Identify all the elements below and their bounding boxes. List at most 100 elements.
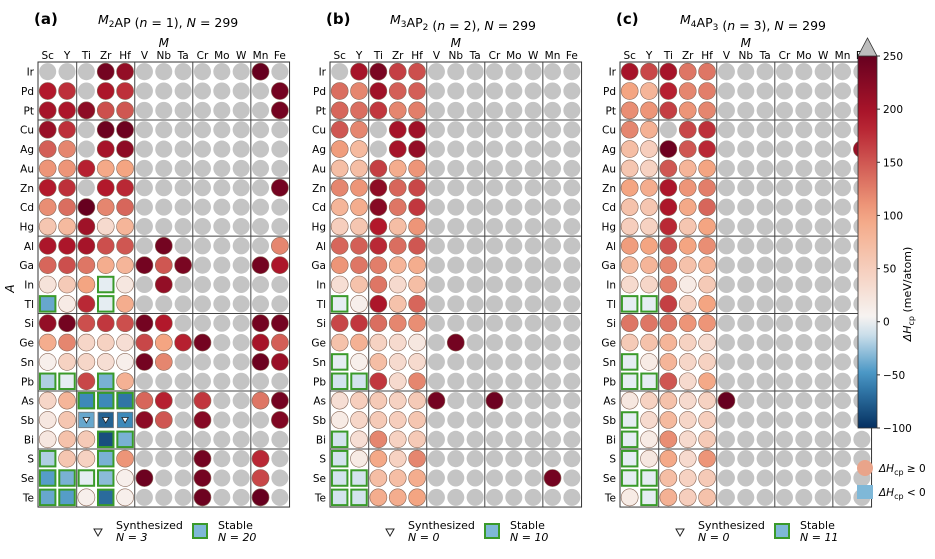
cell-value — [154, 353, 173, 371]
row-label: Ga — [601, 260, 616, 272]
cell-missing — [795, 237, 813, 255]
cell-value — [174, 333, 192, 352]
cell-value — [116, 159, 134, 178]
stable-legend-label: Stable — [800, 519, 835, 532]
cell-value — [77, 314, 96, 333]
cell-value — [698, 488, 716, 507]
cell-value — [446, 333, 465, 352]
cell-value — [77, 101, 96, 120]
cell-value — [38, 217, 57, 236]
cell-stable — [640, 469, 658, 487]
cell-missing — [447, 121, 465, 139]
cell-missing — [135, 450, 153, 468]
cell-missing — [544, 63, 562, 81]
cell-missing — [834, 256, 852, 274]
cell-missing — [717, 488, 735, 506]
cell-value — [408, 295, 426, 313]
cell-value — [77, 488, 96, 507]
cell-value — [388, 314, 407, 333]
cell-value — [698, 237, 716, 255]
cell-value — [620, 275, 639, 294]
cell-value — [678, 256, 697, 274]
cell-missing — [485, 82, 503, 100]
cell-missing — [544, 159, 562, 177]
cell-missing — [544, 334, 562, 352]
cell-value — [154, 333, 173, 352]
cell-value — [58, 430, 76, 449]
cell-missing — [717, 237, 735, 255]
cell-missing — [447, 430, 465, 448]
cell-value — [369, 256, 388, 274]
cell-missing — [174, 101, 192, 119]
cell-missing — [466, 295, 484, 313]
cell-missing — [775, 334, 793, 352]
cell-missing — [135, 63, 153, 81]
cell-value — [659, 333, 678, 352]
cell-missing — [485, 121, 503, 139]
row-label: Cd — [20, 202, 34, 214]
cell-missing — [814, 101, 832, 119]
cell-value — [640, 391, 658, 410]
cell-value — [620, 391, 639, 410]
cell-missing — [252, 217, 270, 235]
cell-value — [251, 256, 270, 274]
cell-missing — [756, 159, 774, 177]
row-label: Cu — [20, 125, 34, 137]
cell-missing — [563, 121, 581, 139]
cell-value — [350, 159, 368, 178]
row-label: Hg — [19, 221, 34, 233]
colorbar-tick-label: 100 — [883, 210, 903, 222]
row-label: Pb — [313, 376, 326, 388]
row-label: Hg — [311, 221, 326, 233]
synthesized-count: N = 3 — [116, 531, 147, 544]
cell-missing — [814, 63, 832, 81]
cell-missing — [795, 101, 813, 119]
cell-value — [96, 178, 115, 197]
cell-missing — [193, 256, 211, 274]
cell-missing — [737, 159, 755, 177]
cell-value — [698, 82, 716, 100]
cell-missing — [427, 353, 445, 371]
cell-missing — [447, 469, 465, 487]
row-label: Pd — [603, 86, 616, 98]
cell-value — [58, 353, 76, 371]
cell-value — [77, 295, 96, 313]
cell-missing — [213, 276, 231, 294]
cell-value — [174, 256, 192, 274]
cell-value — [408, 120, 426, 139]
cell-value — [77, 333, 96, 352]
cell-missing — [252, 372, 270, 390]
cell-value — [251, 314, 270, 333]
row-label: Tl — [316, 299, 326, 311]
cell-missing — [544, 276, 562, 294]
cell-missing — [174, 430, 192, 448]
row-label: Ir — [609, 67, 617, 79]
cell-value — [77, 372, 96, 391]
cell-missing — [544, 179, 562, 197]
column-label: Mn — [835, 50, 851, 62]
cell-missing — [213, 411, 231, 429]
cell-value — [678, 391, 697, 410]
cell-value — [640, 237, 658, 255]
cell-value — [698, 391, 716, 410]
column-label: Zr — [392, 50, 404, 62]
cell-missing — [485, 217, 503, 235]
cell-value — [116, 120, 134, 139]
synthesized-marker — [101, 417, 110, 424]
cell-missing — [563, 217, 581, 235]
cell-value — [116, 140, 134, 158]
cell-missing — [485, 334, 503, 352]
cell-missing — [563, 256, 581, 274]
cell-value — [350, 101, 368, 120]
cell-missing — [795, 450, 813, 468]
cell-value — [58, 101, 76, 120]
cell-missing — [737, 411, 755, 429]
cell-missing — [427, 314, 445, 332]
cell-missing — [524, 179, 542, 197]
cell-missing — [505, 314, 523, 332]
column-label: Ta — [177, 50, 189, 62]
cell-missing — [271, 372, 289, 390]
cell-stable — [38, 469, 57, 487]
cell-value — [154, 391, 173, 410]
cell-value — [116, 101, 134, 120]
